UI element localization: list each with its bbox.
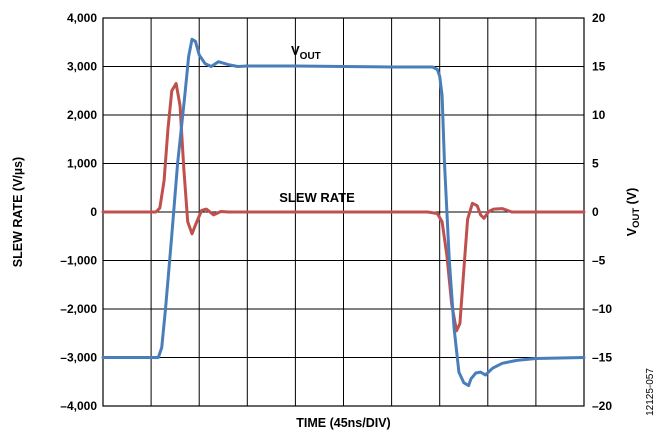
vout-annotation-main: V bbox=[291, 43, 300, 58]
series-layer bbox=[101, 37, 586, 388]
slew-rate-series-line bbox=[101, 82, 586, 333]
vout-annotation-subscript: OUT bbox=[300, 51, 321, 62]
left-tick-label: 0 bbox=[90, 205, 97, 219]
right-tick-label: 5 bbox=[592, 157, 599, 171]
right-tick-label: –10 bbox=[592, 302, 612, 316]
right-tick-label: 20 bbox=[592, 11, 606, 25]
right-tick-label: 15 bbox=[592, 60, 606, 74]
right-tick-label: –15 bbox=[592, 351, 612, 365]
right-tick-label: 10 bbox=[592, 108, 606, 122]
left-tick-label: 2,000 bbox=[67, 108, 97, 122]
slew-rate-annotation: SLEW RATE bbox=[279, 190, 355, 205]
right-axis-label-main: V bbox=[625, 227, 639, 236]
x-axis-label: TIME (45ns/DIV) bbox=[296, 416, 390, 430]
left-tick-label: 1,000 bbox=[67, 157, 97, 171]
left-axis-ticks: 4,000 3,000 2,000 1,000 0 –1,000 –2,000 –3,000 –… bbox=[60, 11, 97, 413]
right-tick-label: 0 bbox=[592, 205, 599, 219]
left-tick-label: 3,000 bbox=[67, 60, 97, 74]
vout-series-line bbox=[101, 37, 586, 388]
left-tick-label: –2,000 bbox=[60, 302, 97, 316]
left-tick-label: –3,000 bbox=[60, 351, 97, 365]
right-axis-ticks: 20 15 10 5 0 –5 –10 –15 –20 bbox=[592, 11, 612, 413]
left-tick-label: –1,000 bbox=[60, 254, 97, 268]
left-tick-label: 4,000 bbox=[67, 11, 97, 25]
figure-code: 12125-057 bbox=[645, 368, 656, 416]
right-axis-label-subscript: OUT bbox=[631, 208, 642, 228]
left-tick-label: –4,000 bbox=[60, 399, 97, 413]
vout-annotation: VOUT bbox=[291, 43, 321, 62]
left-axis-label: SLEW RATE (V/µs) bbox=[11, 157, 25, 267]
right-tick-label: –20 bbox=[592, 399, 612, 413]
right-tick-label: –5 bbox=[592, 254, 606, 268]
right-axis-label: VOUT (V) bbox=[625, 188, 642, 237]
right-axis-label-unit: (V) bbox=[625, 188, 639, 208]
